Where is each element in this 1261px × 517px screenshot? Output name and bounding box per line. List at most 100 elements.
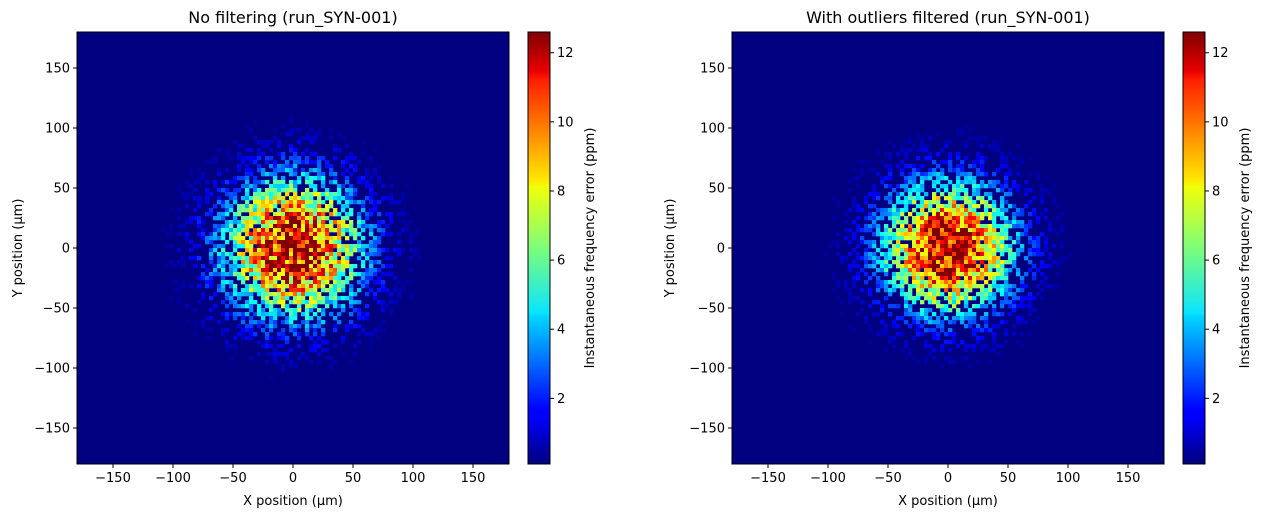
heatmap-cell <box>920 180 925 185</box>
heatmap-cell <box>373 244 378 249</box>
heatmap-cell <box>357 180 362 185</box>
heatmap-cell <box>309 208 314 213</box>
heatmap-cell <box>916 316 921 321</box>
heatmap-cell <box>944 260 949 265</box>
y-tick-label: −50 <box>698 302 725 317</box>
heatmap-cell <box>197 232 202 237</box>
heatmap-cell <box>932 244 937 249</box>
heatmap-cell <box>936 232 941 237</box>
heatmap-cell <box>972 220 977 225</box>
heatmap-cell <box>313 248 318 253</box>
heatmap-cell <box>956 204 961 209</box>
heatmap-cell <box>209 316 214 321</box>
heatmap-cell <box>317 268 322 273</box>
heatmap-cell <box>916 292 921 297</box>
heatmap-cell <box>309 184 314 189</box>
heatmap-cell <box>317 224 322 229</box>
heatmap-cell <box>305 284 310 289</box>
heatmap-cell <box>964 312 969 317</box>
heatmap-cell <box>289 260 294 265</box>
heatmap-cell <box>940 344 945 349</box>
heatmap-cell <box>984 252 989 257</box>
heatmap-cell <box>293 236 298 241</box>
y-tick-label: 150 <box>700 62 725 77</box>
heatmap-cell <box>988 360 993 365</box>
heatmap-cell <box>265 268 270 273</box>
heatmap-cell <box>329 356 334 361</box>
heatmap-cell <box>277 152 282 157</box>
heatmap-cell <box>273 216 278 221</box>
heatmap-cell <box>964 232 969 237</box>
heatmap-cell <box>920 200 925 205</box>
heatmap-cell <box>337 196 342 201</box>
heatmap-cell <box>309 196 314 201</box>
heatmap-cell <box>313 188 318 193</box>
heatmap-cell <box>349 252 354 257</box>
heatmap-cell <box>1044 276 1049 281</box>
y-tick-label: 0 <box>62 242 70 257</box>
heatmap-cell <box>928 156 933 161</box>
heatmap-cell <box>317 220 322 225</box>
heatmap-cell <box>1004 220 1009 225</box>
heatmap-cell <box>273 220 278 225</box>
heatmap-cell <box>257 148 262 153</box>
heatmap-cell <box>880 264 885 269</box>
heatmap-cell <box>916 236 921 241</box>
heatmap-cell <box>1032 248 1037 253</box>
heatmap-cell <box>269 164 274 169</box>
heatmap-cell <box>269 276 274 281</box>
heatmap-cell <box>956 268 961 273</box>
heatmap-cell <box>269 204 274 209</box>
heatmap-cell <box>329 128 334 133</box>
heatmap-cell <box>948 216 953 221</box>
y-tick-label: 50 <box>53 182 70 197</box>
heatmap-cell <box>980 228 985 233</box>
heatmap-cell <box>257 352 262 357</box>
heatmap-cell <box>205 284 210 289</box>
heatmap-cell <box>345 180 350 185</box>
heatmap-cell <box>844 284 849 289</box>
heatmap-cell <box>904 244 909 249</box>
heatmap-cell <box>353 344 358 349</box>
heatmap-cell <box>888 196 893 201</box>
heatmap-cell <box>297 304 302 309</box>
heatmap-cell <box>333 344 338 349</box>
heatmap-cell <box>928 172 933 177</box>
heatmap-cell <box>365 180 370 185</box>
heatmap-cell <box>389 200 394 205</box>
heatmap-cell <box>904 320 909 325</box>
heatmap-cell <box>1036 220 1041 225</box>
heatmap-cell <box>321 192 326 197</box>
heatmap-cell <box>313 280 318 285</box>
heatmap-cell <box>872 224 877 229</box>
heatmap-cell <box>301 232 306 237</box>
heatmap-cell <box>920 188 925 193</box>
heatmap-cell <box>912 284 917 289</box>
heatmap-cell <box>205 268 210 273</box>
heatmap-cell <box>225 316 230 321</box>
heatmap-cell <box>896 256 901 261</box>
heatmap-cell <box>233 192 238 197</box>
heatmap-cell <box>864 248 869 253</box>
heatmap-cell <box>337 268 342 273</box>
heatmap-cell <box>309 204 314 209</box>
heatmap-cell <box>880 284 885 289</box>
heatmap-cell <box>924 360 929 365</box>
colorbar-tick-label: 2 <box>557 392 565 407</box>
heatmap-cell <box>261 168 266 173</box>
heatmap-cell <box>968 316 973 321</box>
heatmap-cell <box>960 236 965 241</box>
heatmap-cell <box>952 248 957 253</box>
heatmap-cell <box>253 264 258 269</box>
heatmap-cell <box>936 288 941 293</box>
heatmap-cell <box>1004 292 1009 297</box>
heatmap-cell <box>301 200 306 205</box>
heatmap-cell <box>273 188 278 193</box>
heatmap-cell <box>972 192 977 197</box>
heatmap-cell <box>309 272 314 277</box>
heatmap-cell <box>341 272 346 277</box>
heatmap-cell <box>337 184 342 189</box>
heatmap-cell <box>916 192 921 197</box>
heatmap-cell <box>840 256 845 261</box>
heatmap-cell <box>916 232 921 237</box>
